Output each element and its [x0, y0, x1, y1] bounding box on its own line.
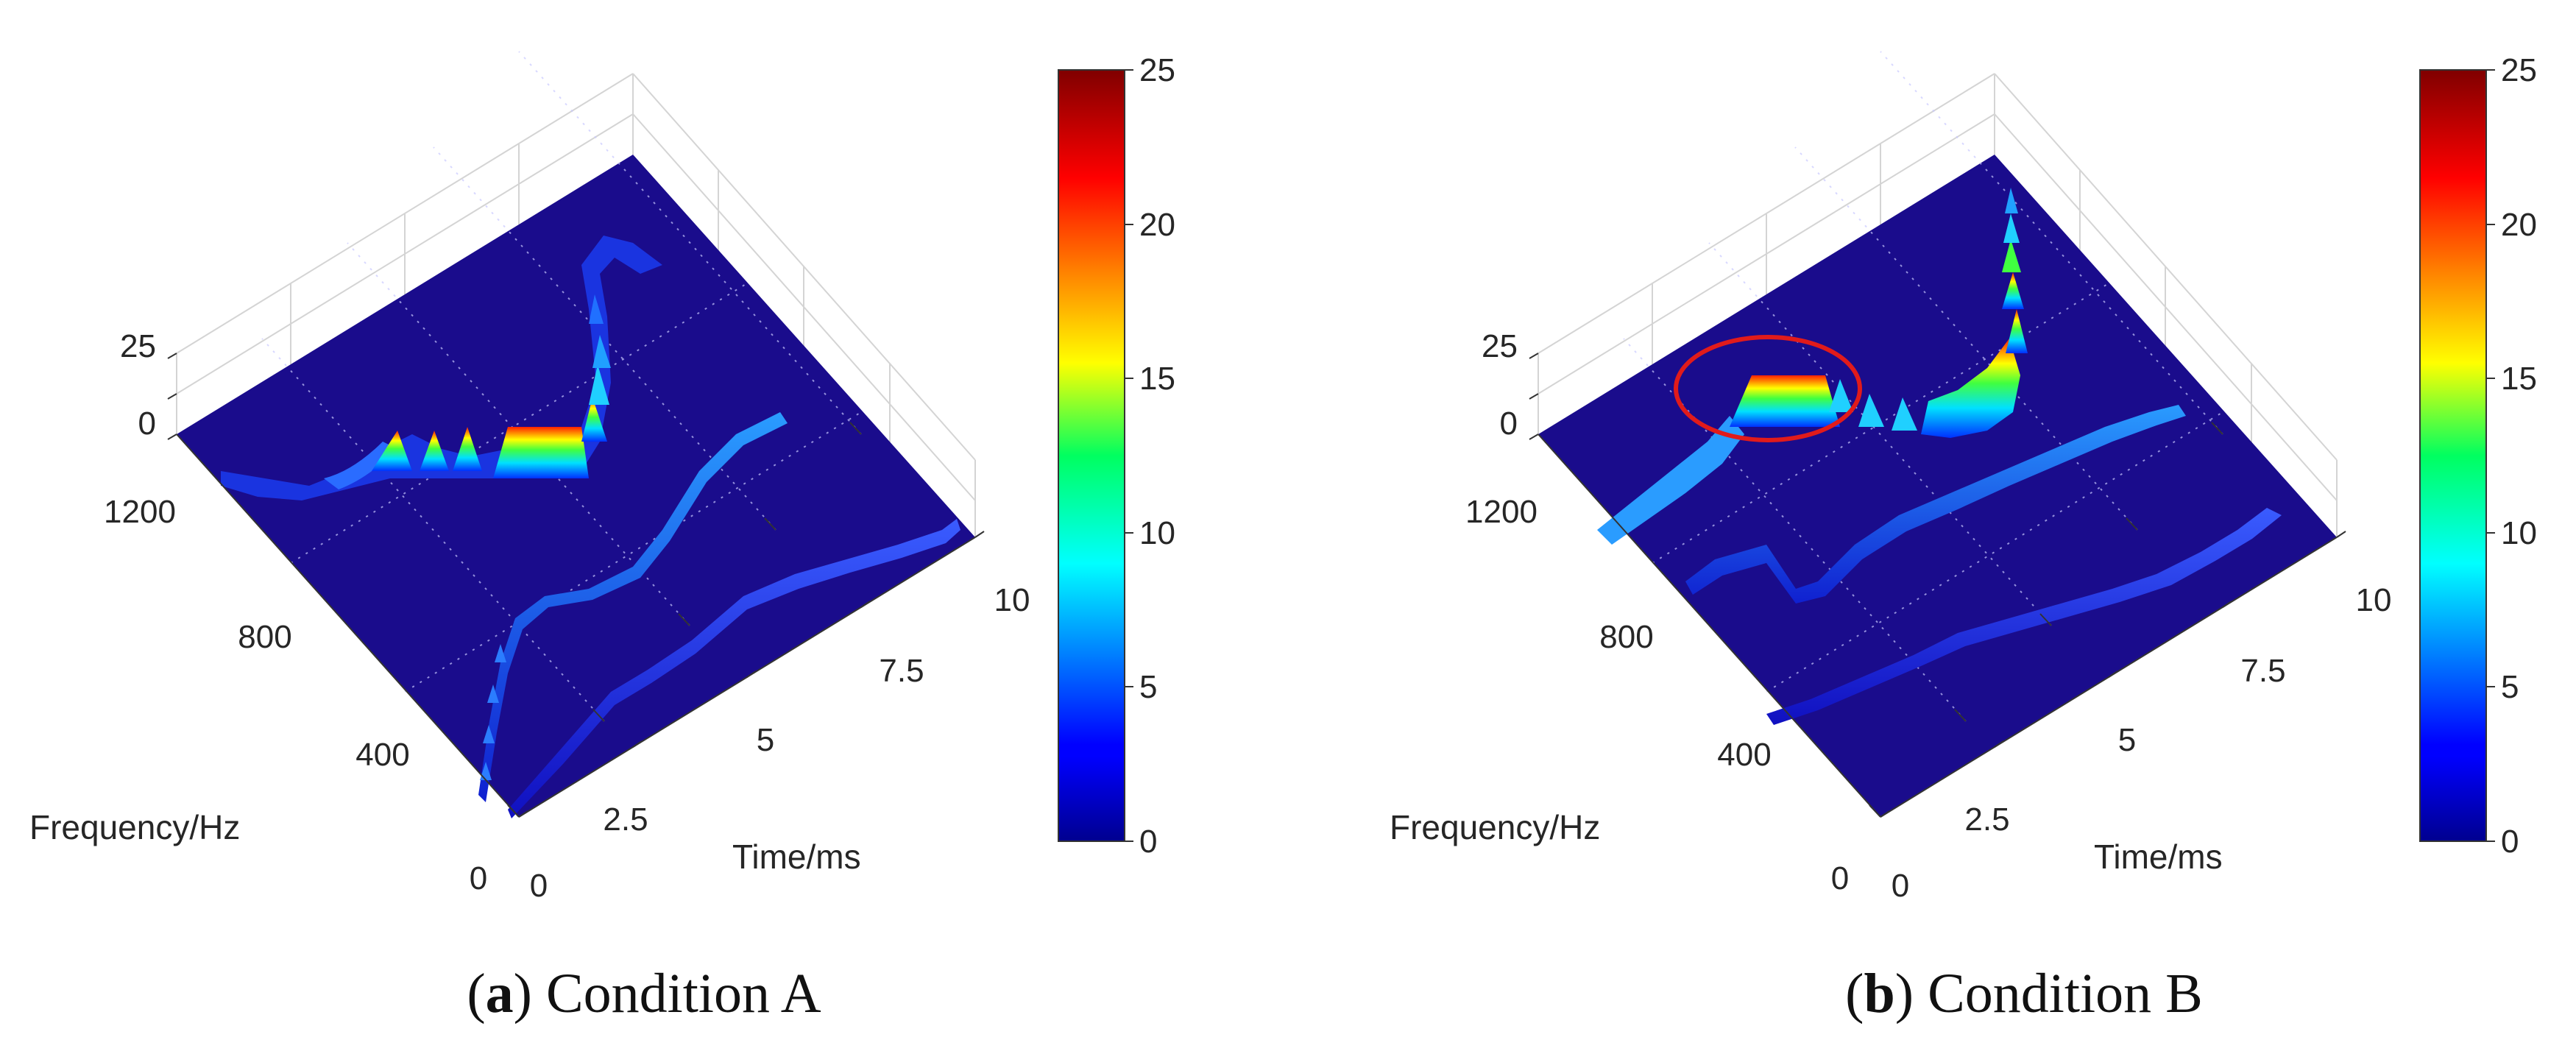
caption-letter: b — [1864, 963, 1894, 1025]
x-tick-label: 10 — [2356, 582, 2392, 618]
panel-b: 25 0 0 400 800 1200 0 2.5 5 7.5 10 Frequ… — [1390, 51, 2537, 1025]
panel-a-caption: (a) Condition A — [467, 963, 821, 1025]
x-tick-label: 2.5 — [603, 801, 648, 838]
colorbar-tick-label: 25 — [1139, 52, 1175, 88]
caption-letter: a — [486, 963, 514, 1025]
z-tick-label: 0 — [138, 406, 156, 442]
colorbar-tick-label: 10 — [2501, 515, 2537, 551]
panel-b-tick-marks — [1529, 353, 2346, 818]
panel-b-highlight-ellipse — [1674, 335, 1862, 442]
z-tick-label: 25 — [120, 328, 156, 364]
x-tick-label: 0 — [530, 868, 548, 904]
x-tick-label: 5 — [2118, 722, 2136, 758]
panel-a-y-tick-labels: 0 400 800 1200 — [104, 494, 487, 896]
colorbar-tick-label: 20 — [2501, 207, 2537, 243]
z-tick-label: 25 — [1482, 328, 1518, 364]
colorbar-tick-label: 0 — [1139, 824, 1157, 860]
colorbar-ticks — [1125, 69, 1133, 842]
colorbar-tick-label: 10 — [1139, 515, 1175, 551]
panel-b-y-axis-label: Frequency/Hz — [1390, 808, 1600, 846]
panel-b-colorbar: 25 20 15 10 5 0 — [2419, 52, 2537, 860]
panel-b-back-walls — [1538, 73, 2338, 537]
y-tick-label: 800 — [238, 619, 291, 655]
colorbar-tick-label: 20 — [1139, 207, 1175, 243]
panel-a-z-tick-labels: 25 0 — [120, 328, 156, 442]
colorbar-tick-label: 0 — [2501, 824, 2519, 860]
panel-a-base-plane — [177, 155, 975, 817]
panel-a-colorbar: 25 20 15 10 5 0 — [1058, 52, 1175, 860]
panel-a-y-axis-label: Frequency/Hz — [29, 808, 240, 846]
panel-a-ridge-low — [508, 519, 960, 818]
panel-b-z-tick-labels: 25 0 — [1482, 328, 1518, 442]
panel-b-x-axis-label: Time/ms — [2094, 838, 2223, 876]
panel-b-ridge-mid — [1685, 405, 2186, 604]
panel-a-x-tick-labels: 0 2.5 5 7.5 10 — [530, 582, 1030, 904]
x-tick-label: 10 — [994, 582, 1030, 618]
y-tick-label: 800 — [1599, 619, 1653, 655]
colorbar-tick-label: 15 — [2501, 361, 2537, 397]
panel-b-y-tick-labels: 0 400 800 1200 — [1465, 494, 1849, 896]
colorbar-tick-label: 5 — [1139, 669, 1157, 705]
panel-b-ridge-high — [1597, 188, 2028, 545]
panel-b-caption: (b) Condition B — [1845, 963, 2203, 1025]
caption-text: Condition B — [1928, 963, 2203, 1025]
colorbar-tick-label: 5 — [2501, 669, 2519, 705]
y-tick-label: 400 — [355, 737, 409, 773]
panel-a-tick-marks — [167, 353, 985, 818]
panel-b-base-plane — [1538, 155, 2337, 817]
x-tick-label: 0 — [1892, 868, 1909, 904]
colorbar-gradient — [2419, 69, 2487, 842]
colorbar-tick-label: 15 — [1139, 361, 1175, 397]
y-tick-label: 0 — [1831, 860, 1849, 896]
y-tick-label: 400 — [1717, 737, 1771, 773]
y-tick-label: 0 — [470, 860, 487, 896]
x-tick-label: 5 — [757, 722, 774, 758]
panel-a: 25 0 0 400 800 1200 0 2.5 5 7.5 10 Frequ… — [29, 51, 1175, 1025]
panel-a-x-axis-label: Time/ms — [732, 838, 861, 876]
colorbar-ticks — [2486, 69, 2495, 842]
panel-a-ridge-high — [221, 236, 662, 500]
caption-text: Condition A — [546, 963, 821, 1025]
colorbar-tick-label: 25 — [2501, 52, 2537, 88]
panel-b-x-tick-labels: 0 2.5 5 7.5 10 — [1892, 582, 2392, 904]
x-tick-label: 7.5 — [879, 653, 924, 689]
panel-b-ridge-low — [1766, 508, 2282, 725]
panel-a-back-walls — [176, 73, 976, 537]
panel-b-grid — [1623, 51, 2223, 722]
y-tick-label: 1200 — [104, 494, 176, 530]
y-tick-label: 1200 — [1465, 494, 1538, 530]
x-tick-label: 7.5 — [2240, 653, 2285, 689]
x-tick-label: 2.5 — [1964, 801, 2009, 838]
z-tick-label: 0 — [1500, 406, 1518, 442]
colorbar-gradient — [1058, 69, 1125, 842]
